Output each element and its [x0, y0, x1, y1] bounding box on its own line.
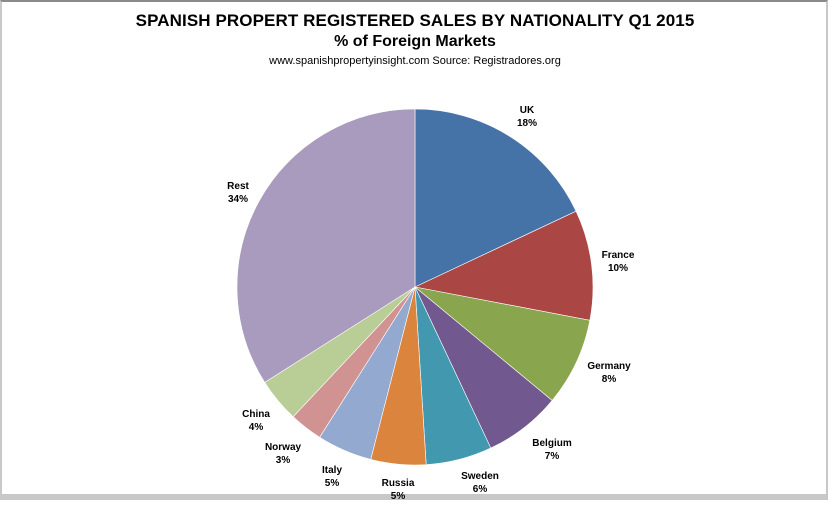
pie-slice-rest — [236, 108, 416, 383]
data-label-name: UK — [519, 105, 535, 116]
data-label-name: Russia — [381, 478, 415, 489]
data-label-name: France — [601, 250, 635, 261]
pie-slice-france — [414, 210, 594, 321]
data-label-name: Norway — [264, 442, 302, 453]
chart-subtitle: % of Foreign Markets — [334, 33, 496, 50]
data-label-percent: 18% — [516, 118, 538, 129]
data-label-name: Rest — [227, 181, 249, 192]
data-label-norway: Norway 3% — [265, 441, 301, 467]
data-label-percent: 3% — [275, 455, 291, 466]
data-label-percent: 34% — [227, 194, 248, 205]
data-label-name: Italy — [321, 465, 343, 476]
data-label-percent: 8% — [601, 374, 617, 385]
chart-title: SPANISH PROPERT REGISTERED SALES BY NATI… — [135, 11, 695, 30]
data-label-percent: 5% — [390, 491, 406, 502]
data-label-rest: Rest 34% — [227, 180, 249, 206]
data-label-percent: 5% — [324, 478, 340, 489]
data-label-percent: 10% — [607, 263, 629, 274]
pie-slice-uk — [414, 108, 577, 288]
data-label-name: Belgium — [532, 438, 572, 449]
data-label-sweden: Sweden 6% — [461, 470, 499, 496]
data-label-germany: Germany 8% — [587, 360, 630, 386]
data-label-italy: Italy 5% — [322, 464, 342, 490]
data-label-percent: 7% — [544, 451, 560, 462]
data-label-uk: UK 18% — [517, 104, 537, 130]
data-label-percent: 6% — [472, 484, 488, 495]
data-label-name: Germany — [587, 361, 631, 372]
chart-source: www.spanishpropertyinsight.com Source: R… — [269, 55, 561, 67]
data-label-russia: Russia 5% — [382, 477, 415, 503]
pie-slice-germany — [414, 286, 591, 401]
data-label-name: China — [242, 409, 270, 420]
data-label-belgium: Belgium 7% — [532, 437, 571, 463]
data-label-percent: 4% — [248, 422, 264, 433]
data-label-name: Sweden — [461, 471, 499, 482]
data-label-china: China 4% — [242, 408, 270, 434]
data-label-france: France 10% — [602, 249, 635, 275]
